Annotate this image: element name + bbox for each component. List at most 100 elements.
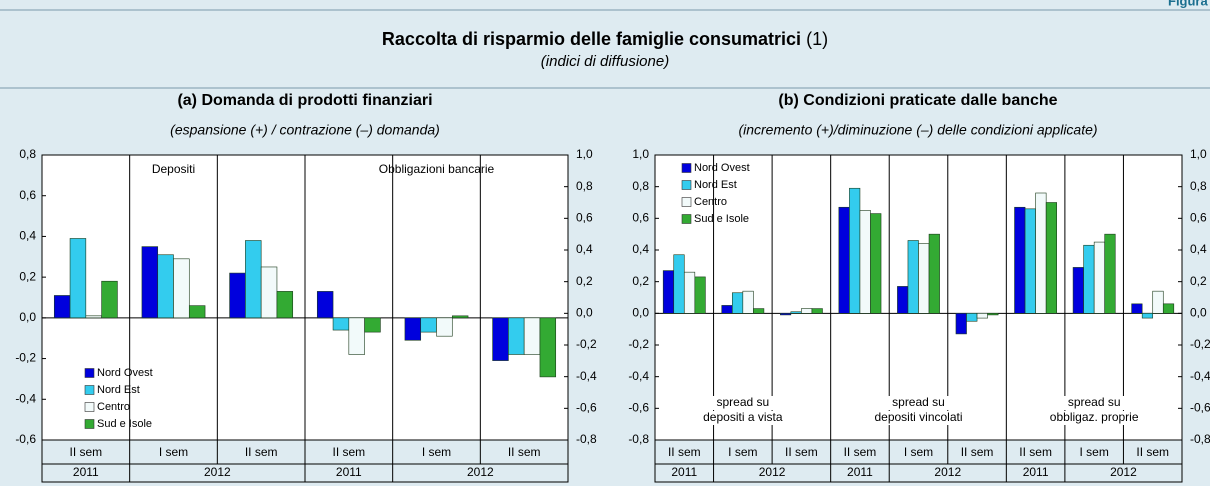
section-label: spread su: [716, 395, 769, 409]
section-label: Obbligazioni bancarie: [379, 162, 495, 176]
section-label-bg: [694, 396, 791, 410]
legend-label: Nord Ovest: [97, 367, 153, 379]
section-label: Depositi: [152, 162, 195, 176]
x-tick-label: II sem: [69, 445, 102, 459]
year-label: 2011: [671, 465, 697, 479]
section-label: depositi vincolati: [874, 410, 962, 424]
x-tick-label: II sem: [508, 445, 541, 459]
bar: [918, 243, 930, 314]
y2-tick-label: -0,2: [1190, 337, 1210, 351]
y2-tick-label: 0,6: [1190, 211, 1207, 225]
y-tick-label: 0,2: [19, 269, 36, 283]
y-tick-label: -0,6: [628, 401, 649, 415]
bar: [420, 317, 437, 333]
bar: [838, 206, 850, 314]
x-tick-label: I sem: [728, 445, 757, 459]
bar: [859, 210, 871, 314]
bar: [157, 254, 174, 319]
year-label: 2012: [467, 465, 494, 479]
bar: [451, 315, 469, 319]
y-tick-label: -0,6: [15, 432, 36, 446]
y-tick-label: 0,2: [632, 274, 649, 288]
bar: [870, 213, 882, 314]
year-label: 2011: [847, 465, 873, 479]
x-tick-label: II sem: [332, 445, 365, 459]
bar: [229, 272, 246, 319]
figure-label: Figura: [1168, 0, 1208, 8]
bar: [404, 317, 422, 341]
y2-tick-label: -0,6: [576, 401, 597, 415]
chart-title: (a) Domanda di prodotti finanziari: [177, 92, 432, 109]
x-tick-label: II sem: [961, 445, 994, 459]
x-tick-label: I sem: [904, 445, 933, 459]
bar: [673, 254, 685, 314]
section-label: obbligaz. proprie: [1050, 410, 1139, 424]
bar: [976, 313, 988, 319]
bar: [141, 246, 159, 319]
y2-tick-label: -0,8: [1190, 432, 1210, 446]
bar: [1014, 206, 1026, 314]
x-tick-label: II sem: [844, 445, 877, 459]
year-label: 2011: [336, 465, 362, 479]
x-tick-label: II sem: [1136, 445, 1169, 459]
y-tick-label: 0,8: [632, 179, 649, 193]
main-title-note: (1): [806, 29, 828, 49]
legend-swatch: [84, 419, 95, 429]
y2-tick-label: 1,0: [576, 147, 593, 161]
legend-label: Nord Est: [97, 384, 140, 396]
bar: [364, 317, 381, 333]
bar: [492, 317, 509, 361]
legend-swatch: [84, 368, 95, 378]
bar: [523, 317, 541, 355]
legend-label: Centro: [694, 196, 727, 208]
bar: [69, 238, 87, 319]
section-label-bg: [870, 396, 967, 410]
x-tick-label: I sem: [159, 445, 188, 459]
y-tick-label: 0,6: [19, 188, 36, 202]
legend-label: Nord Ovest: [694, 162, 750, 174]
y-tick-label: 0,0: [19, 310, 36, 324]
y2-tick-label: 0,4: [576, 242, 593, 256]
legend-swatch: [681, 197, 692, 207]
legend-label: Centro: [97, 401, 130, 413]
bar: [1162, 303, 1175, 314]
y-tick-label: -0,2: [15, 351, 36, 365]
section-label: depositi a vista: [703, 410, 783, 424]
bar: [1024, 208, 1036, 314]
bar: [276, 291, 294, 319]
x-tick-label: II sem: [785, 445, 818, 459]
bar: [245, 240, 262, 319]
legend-swatch: [84, 402, 95, 412]
section-label-bg: [1046, 396, 1143, 410]
section-label-bg: [694, 411, 791, 425]
y-tick-label: -0,4: [15, 391, 36, 405]
section-label: spread su: [892, 395, 945, 409]
x-tick-label: I sem: [1079, 445, 1108, 459]
bar: [907, 240, 919, 314]
bar: [955, 313, 967, 335]
legend-label: Sud e Isole: [694, 213, 749, 225]
bar: [801, 308, 813, 314]
section-label: spread su: [1068, 395, 1121, 409]
y-tick-label: -0,8: [628, 432, 649, 446]
bar: [188, 305, 206, 319]
legend-label: Nord Est: [694, 179, 737, 191]
bar: [731, 292, 744, 314]
bar: [721, 305, 733, 314]
y-tick-label: 1,0: [632, 147, 649, 161]
bar: [694, 276, 706, 314]
bar: [1104, 233, 1116, 314]
x-tick-label: II sem: [668, 445, 701, 459]
bar: [1035, 192, 1047, 314]
y2-tick-label: 0,0: [576, 306, 593, 320]
bar: [987, 313, 999, 316]
chart-subtitle: (incremento (+)/diminuzione (–) delle co…: [738, 122, 1097, 138]
year-label: 2011: [73, 465, 99, 479]
bar: [53, 295, 71, 319]
y-tick-label: 0,8: [19, 147, 36, 161]
legend-swatch: [84, 385, 95, 395]
bar: [780, 313, 792, 316]
bar: [101, 280, 118, 319]
plot-frame: [654, 154, 1183, 483]
